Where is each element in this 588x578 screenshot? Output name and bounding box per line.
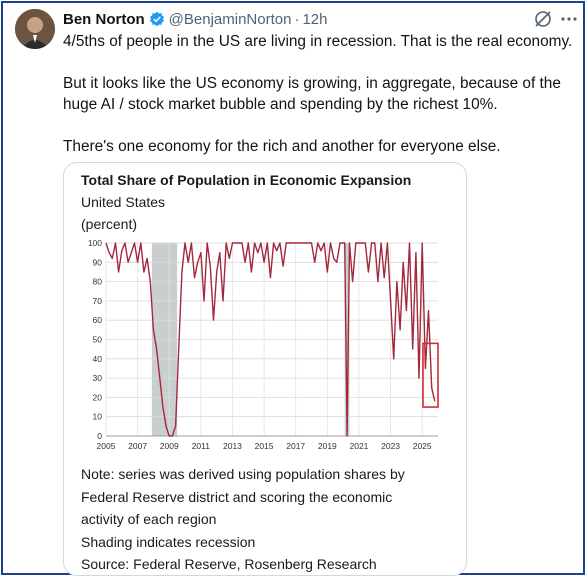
y-tick-label: 0 [97, 431, 102, 441]
y-tick-label: 30 [93, 373, 103, 383]
y-tick-label: 40 [93, 354, 103, 364]
avatar[interactable] [15, 9, 55, 49]
verified-badge-icon [149, 11, 164, 27]
y-tick-label: 10 [93, 412, 103, 422]
avatar-image [15, 9, 55, 49]
chart-card[interactable]: Total Share of Population in Economic Ex… [63, 162, 467, 576]
x-tick-label: 2011 [192, 441, 211, 451]
chart-notes: Note: series was derived using populatio… [81, 463, 461, 575]
y-tick-label: 50 [93, 335, 103, 345]
chart-title: Total Share of Population in Economic Ex… [81, 172, 412, 188]
more-options-icon[interactable] [559, 9, 579, 29]
chart-note-line: Federal Reserve district and scoring the… [81, 488, 393, 505]
post-paragraph: There's one economy for the rich and ano… [63, 138, 501, 155]
y-tick-label: 80 [93, 277, 103, 287]
y-tick-label: 70 [93, 296, 103, 306]
x-tick-label: 2015 [255, 441, 274, 451]
chart-note-line: Source: Federal Reserve, Rosenberg Resea… [81, 556, 377, 572]
x-tick-label: 2021 [349, 441, 368, 451]
series-line [105, 242, 436, 437]
post-paragraph: 4/5ths of people in the US are living in… [63, 33, 573, 50]
chart-subtitle: United States [81, 194, 166, 210]
chart-plot: 0 10 20 30 40 50 60 70 80 90 100 2005 2007 2009 2011 20… [88, 238, 439, 451]
author-handle[interactable]: @BenjaminNorton [168, 10, 292, 28]
highlight-box [422, 342, 439, 408]
separator-dot: · [294, 10, 300, 28]
x-tick-label: 2023 [381, 441, 400, 451]
post-text: 4/5ths of people in the US are living in… [63, 31, 581, 157]
grok-icon[interactable] [533, 9, 553, 29]
author-name[interactable]: Ben Norton [63, 10, 145, 28]
post-time[interactable]: 12h [302, 10, 328, 28]
post-header: Ben Norton @BenjaminNorton · 12h [63, 9, 328, 29]
y-tick-label: 20 [93, 392, 103, 402]
x-tick-label: 2013 [223, 441, 242, 451]
post-paragraph: But it looks like the US economy is grow… [63, 75, 561, 113]
x-tick-label: 2009 [160, 441, 179, 451]
x-tick-label: 2017 [286, 441, 305, 451]
y-tick-label: 100 [88, 238, 102, 248]
x-tick-label: 2019 [318, 441, 337, 451]
chart-note-line: Shading indicates recession [81, 533, 256, 550]
chart-note-line: activity of each region [81, 511, 217, 527]
x-tick-label: 2025 [413, 441, 432, 451]
x-tick-label: 2007 [128, 441, 147, 451]
y-tick-label: 90 [93, 257, 103, 267]
chart-note-line: Note: series was derived using populatio… [81, 466, 405, 482]
chart-unit: (percent) [81, 216, 138, 232]
y-tick-label: 60 [93, 315, 103, 325]
x-tick-label: 2005 [97, 441, 116, 451]
